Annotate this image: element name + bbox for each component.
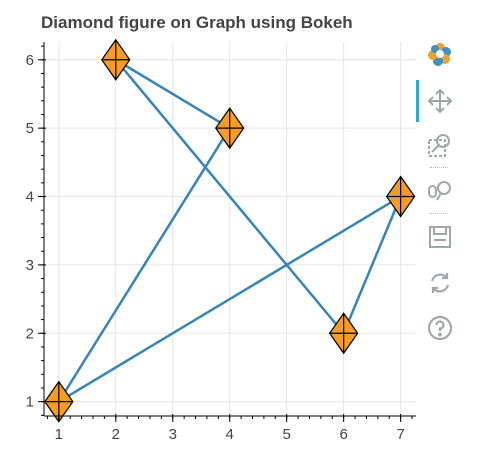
- y-tick-label: 3: [26, 257, 34, 274]
- help-icon[interactable]: [422, 310, 458, 346]
- x-tick-label: 5: [283, 426, 291, 443]
- x-tick-label: 4: [226, 426, 234, 443]
- x-tick-label: 6: [339, 426, 347, 443]
- y-tick-label: 6: [26, 52, 34, 69]
- y-tick-label: 1: [26, 394, 34, 411]
- bokeh-logo-icon[interactable]: [422, 36, 458, 72]
- x-tick-label: 2: [112, 426, 120, 443]
- series-lines: [57, 58, 404, 403]
- wheel-zoom-icon[interactable]: [422, 173, 458, 209]
- save-icon[interactable]: [422, 219, 458, 255]
- box-zoom-icon[interactable]: [422, 128, 458, 164]
- y-tick-label: 5: [26, 120, 34, 137]
- toolbar-separator: [430, 213, 448, 214]
- diamond-marker: [101, 38, 131, 81]
- diamond-marker: [385, 175, 416, 218]
- reset-icon[interactable]: [422, 265, 458, 301]
- pan-icon[interactable]: [422, 83, 458, 119]
- diamond-marker: [214, 107, 245, 150]
- diamond-marker: [328, 312, 359, 355]
- diamond-markers: [44, 38, 416, 423]
- toolbar: [416, 36, 462, 366]
- y-tick-label: 2: [26, 325, 34, 342]
- axes: 1 2 3 4 5 6 7 1 2 3 4 5 6: [26, 42, 416, 443]
- chart-title: Diamond figure on Graph using Bokeh: [41, 13, 353, 32]
- active-tool-indicator: [416, 80, 419, 122]
- x-tick-label: 3: [169, 426, 177, 443]
- grid: [44, 42, 416, 416]
- x-tick-label: 7: [396, 426, 404, 443]
- y-tick-label: 4: [26, 189, 34, 206]
- toolbar-separator: [430, 167, 448, 168]
- series-line: [57, 58, 404, 403]
- x-tick-label: 1: [55, 426, 63, 443]
